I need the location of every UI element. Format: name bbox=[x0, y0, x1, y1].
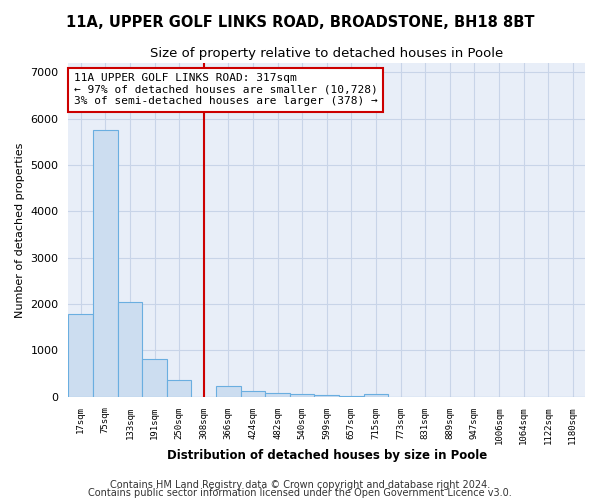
Bar bbox=[167, 380, 191, 396]
Bar bbox=[265, 393, 290, 396]
Bar bbox=[314, 395, 339, 396]
Bar bbox=[364, 394, 388, 396]
Bar bbox=[241, 392, 265, 396]
Bar bbox=[93, 130, 118, 396]
Text: 11A, UPPER GOLF LINKS ROAD, BROADSTONE, BH18 8BT: 11A, UPPER GOLF LINKS ROAD, BROADSTONE, … bbox=[66, 15, 534, 30]
Bar bbox=[216, 386, 241, 396]
Bar bbox=[118, 302, 142, 396]
Text: 11A UPPER GOLF LINKS ROAD: 317sqm
← 97% of detached houses are smaller (10,728)
: 11A UPPER GOLF LINKS ROAD: 317sqm ← 97% … bbox=[74, 73, 377, 106]
Bar bbox=[290, 394, 314, 396]
X-axis label: Distribution of detached houses by size in Poole: Distribution of detached houses by size … bbox=[167, 450, 487, 462]
Y-axis label: Number of detached properties: Number of detached properties bbox=[15, 142, 25, 318]
Bar bbox=[68, 314, 93, 396]
Bar bbox=[142, 358, 167, 397]
Text: Contains HM Land Registry data © Crown copyright and database right 2024.: Contains HM Land Registry data © Crown c… bbox=[110, 480, 490, 490]
Title: Size of property relative to detached houses in Poole: Size of property relative to detached ho… bbox=[150, 48, 503, 60]
Text: Contains public sector information licensed under the Open Government Licence v3: Contains public sector information licen… bbox=[88, 488, 512, 498]
